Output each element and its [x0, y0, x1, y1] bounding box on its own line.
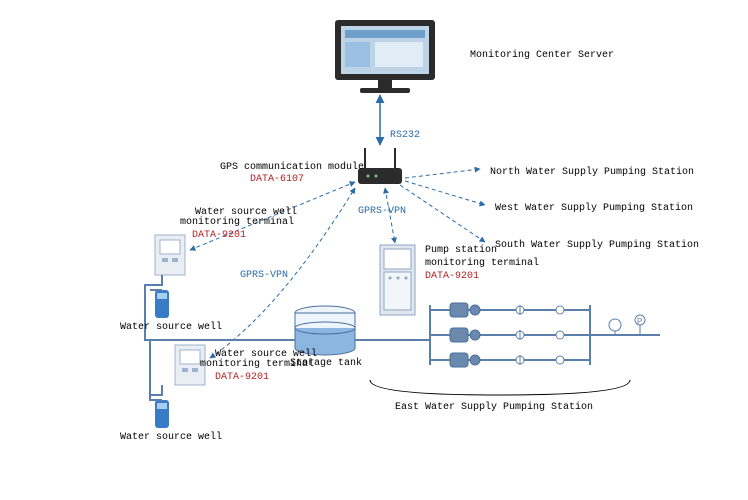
label-pump_terminal_line1: Pump station [425, 245, 497, 256]
monitor-icon [335, 20, 435, 93]
storage-tank-icon [295, 306, 355, 355]
label-north_station: North Water Supply Pumping Station [490, 167, 694, 178]
label-water_source_well_a: Water source well [120, 322, 222, 333]
label-east_station: East Water Supply Pumping Station [395, 402, 593, 413]
label-storage_tank: Storage tank [290, 358, 362, 369]
label-gps_module_model: DATA-6107 [250, 174, 304, 185]
label-gps_module_line1: GPS communication module [220, 162, 364, 173]
pump-cabinet-icon [380, 245, 415, 315]
label-source_terminal_model_a: DATA-9201 [192, 230, 246, 241]
label-west_station: West Water Supply Pumping Station [495, 203, 693, 214]
label-source_terminal_model_b: DATA-9201 [215, 372, 269, 383]
link-west [405, 181, 485, 205]
label-source_terminal_line2_a: monitoring terminal [180, 217, 294, 228]
well-terminal-1-icon [155, 235, 185, 275]
label-south_station: South Water Supply Pumping Station [495, 240, 699, 251]
link-north [405, 169, 480, 178]
label-water_source_well_b: Water source well [120, 432, 222, 443]
label-gprs_vpn_top: GPRS-VPN [358, 206, 406, 217]
east-station-brace [370, 380, 630, 395]
label-pump_terminal_model: DATA-9201 [425, 271, 479, 282]
label-pump_terminal_line2: monitoring terminal [425, 258, 539, 269]
well-1-icon [155, 290, 169, 318]
label-monitoring_center: Monitoring Center Server [470, 50, 614, 61]
label-rs232: RS232 [390, 130, 420, 141]
well-2-icon [155, 400, 169, 428]
svg-text:P: P [637, 317, 642, 326]
link-south [400, 185, 485, 242]
router-icon [358, 148, 402, 184]
label-gprs_vpn_left: GPRS-VPN [240, 270, 288, 281]
